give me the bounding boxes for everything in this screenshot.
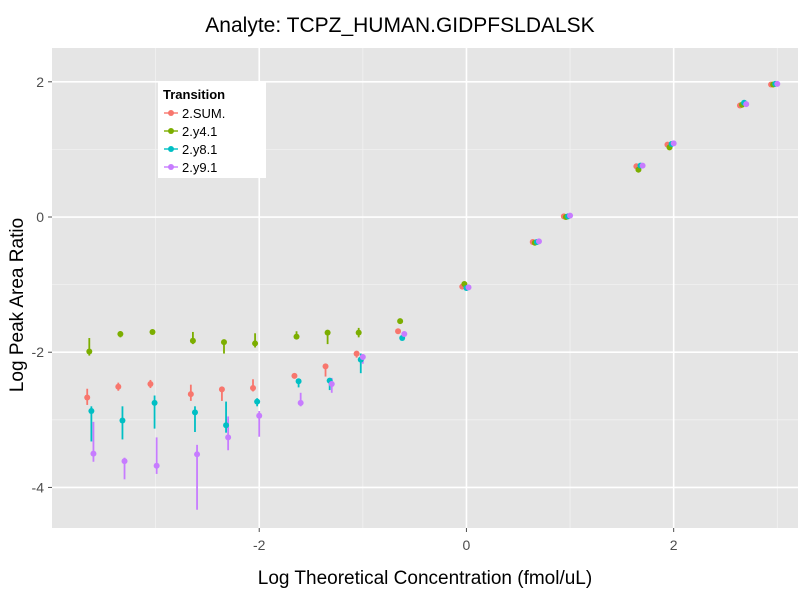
- legend-label: 2.SUM.: [182, 106, 225, 121]
- data-point: [153, 462, 160, 469]
- data-points: [84, 80, 781, 469]
- data-point: [220, 339, 227, 346]
- data-point: [293, 333, 300, 340]
- x-axis-label: Log Theoretical Concentration (fmol/uL): [257, 568, 593, 589]
- y-tick-label: -2: [32, 344, 45, 360]
- data-point: [88, 408, 95, 415]
- legend-label: 2.y4.1: [182, 124, 217, 139]
- data-point: [250, 385, 257, 392]
- data-point: [187, 391, 194, 398]
- data-point: [774, 80, 781, 87]
- chart-title: Analyte: TCPZ_HUMAN.GIDPFSLDALSK: [205, 14, 595, 37]
- data-point: [225, 434, 232, 441]
- data-point: [297, 399, 304, 406]
- legend-key-point: [168, 164, 174, 170]
- data-point: [401, 330, 408, 337]
- legend-key-point: [168, 128, 174, 134]
- data-point: [328, 381, 335, 387]
- x-tick-label: 0: [463, 537, 471, 553]
- data-point: [115, 383, 122, 390]
- data-point: [256, 412, 263, 419]
- legend-label: 2.y8.1: [182, 142, 217, 157]
- legend-key-point: [168, 110, 174, 116]
- data-point: [218, 386, 225, 393]
- legend-label: 2.y9.1: [182, 160, 217, 175]
- y-tick-label: 0: [36, 209, 44, 225]
- data-point: [353, 350, 360, 357]
- data-point: [535, 238, 542, 245]
- data-point: [639, 162, 646, 169]
- data-point: [223, 422, 230, 429]
- data-point: [254, 398, 261, 405]
- data-point: [84, 394, 91, 401]
- data-point: [324, 329, 331, 336]
- legend-title: Transition: [163, 87, 225, 102]
- legend-box: [158, 82, 266, 178]
- y-tick-label: -4: [32, 479, 45, 495]
- data-point: [90, 450, 97, 457]
- data-point: [567, 212, 574, 219]
- data-point: [295, 378, 302, 385]
- legend: Transition 2.SUM. 2.y4.1 2.y8.1 2.y9.1: [158, 82, 266, 178]
- x-axis-ticks: -2 0 2: [253, 528, 678, 553]
- data-point: [355, 329, 362, 336]
- y-axis-ticks: -4 -2 0 2: [32, 74, 52, 495]
- data-point: [359, 353, 366, 360]
- data-point: [86, 348, 93, 355]
- data-point: [191, 409, 198, 416]
- data-point: [149, 328, 156, 335]
- data-point: [395, 328, 402, 335]
- data-point: [121, 458, 128, 465]
- data-point: [117, 330, 124, 337]
- data-point: [465, 284, 472, 291]
- data-point: [119, 417, 126, 424]
- data-point: [397, 318, 404, 325]
- x-tick-label: 2: [670, 537, 678, 553]
- data-point: [252, 340, 259, 347]
- legend-key-point: [168, 146, 174, 152]
- data-point: [291, 372, 298, 379]
- data-point: [151, 399, 158, 406]
- x-tick-label: -2: [253, 537, 266, 553]
- y-tick-label: 2: [36, 74, 44, 90]
- data-point: [743, 101, 750, 108]
- data-point: [670, 140, 677, 147]
- data-point: [147, 381, 154, 387]
- data-point: [194, 451, 201, 458]
- data-point: [189, 337, 196, 344]
- data-point: [322, 363, 329, 370]
